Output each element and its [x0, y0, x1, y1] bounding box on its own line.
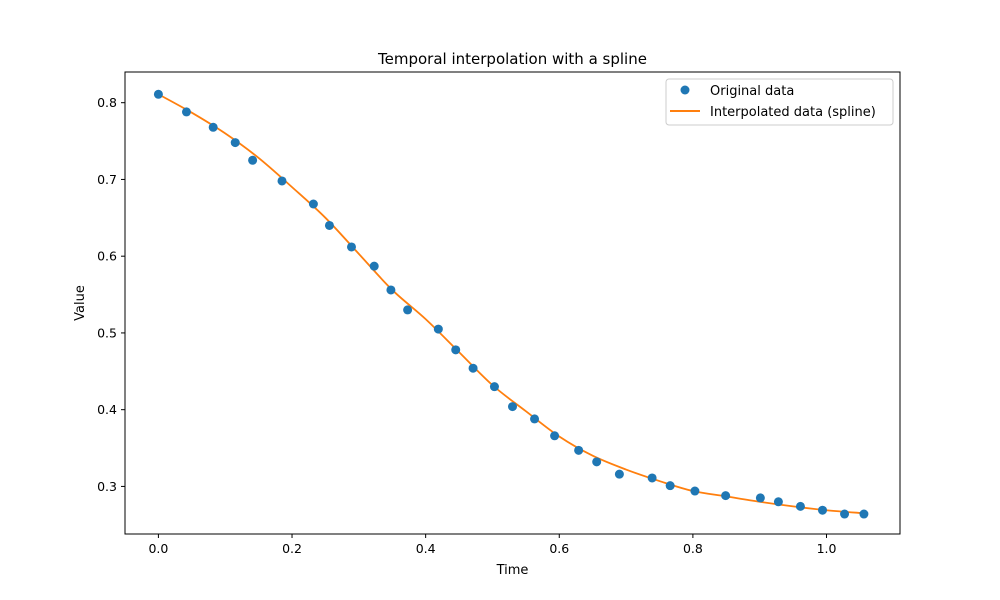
x-tick-label: 0.8 [683, 541, 703, 556]
y-tick-label: 0.7 [97, 172, 117, 187]
points-layer [153, 89, 869, 519]
legend-label-original: Original data [710, 84, 794, 99]
data-point [508, 402, 517, 412]
x-tick-label: 0.2 [282, 541, 302, 556]
data-point [859, 509, 869, 519]
data-point [665, 481, 675, 491]
data-point [795, 501, 805, 511]
y-tick-label: 0.8 [97, 95, 117, 110]
chart-title: Temporal interpolation with a spline [377, 50, 647, 68]
x-axis-label: Time [496, 563, 529, 578]
x-tick-label: 0.4 [416, 541, 436, 556]
plot-area [153, 89, 869, 519]
data-point [550, 431, 560, 441]
x-tick-label: 0.0 [148, 541, 168, 556]
data-point [840, 509, 850, 519]
y-axis-label: Value [73, 285, 88, 321]
data-point [208, 122, 218, 132]
data-point [755, 493, 765, 503]
data-point [451, 345, 461, 355]
data-point [530, 414, 540, 424]
data-point [721, 491, 731, 501]
data-point [614, 469, 624, 479]
y-tick-label: 0.6 [97, 249, 117, 264]
data-point [230, 138, 240, 148]
data-point [324, 220, 334, 230]
data-point [403, 305, 413, 315]
data-point [592, 457, 602, 467]
data-point [308, 199, 318, 209]
data-point [346, 242, 356, 252]
x-tick-label: 0.6 [549, 541, 569, 556]
line-layer [157, 93, 864, 515]
data-point [468, 363, 478, 373]
data-point [181, 107, 191, 117]
data-point [433, 324, 443, 334]
legend-box [665, 78, 894, 126]
legend-label-spline: Interpolated data (spline) [710, 105, 876, 120]
y-tick-label: 0.4 [97, 402, 117, 417]
data-point [647, 473, 657, 483]
data-point [773, 497, 783, 507]
data-point [153, 89, 163, 99]
data-point [248, 155, 258, 165]
data-point [818, 505, 827, 515]
data-point [690, 486, 700, 496]
y-ticks: 0.3 0.4 0.5 0.6 0.7 0.8 [97, 95, 125, 494]
y-tick-label: 0.5 [97, 325, 117, 340]
spline-line [157, 93, 864, 515]
x-ticks: 0.0 0.2 0.4 0.6 0.8 1.0 [148, 534, 836, 556]
y-tick-label: 0.3 [97, 479, 117, 494]
axes-frame [124, 71, 901, 535]
data-point [369, 261, 379, 271]
data-point [386, 285, 396, 295]
legend-marker-original [680, 85, 690, 95]
x-tick-label: 1.0 [817, 541, 837, 556]
data-point [574, 445, 584, 455]
data-point [489, 382, 499, 392]
data-point [277, 176, 287, 186]
legend: Original data Interpolated data (spline) [665, 78, 894, 126]
